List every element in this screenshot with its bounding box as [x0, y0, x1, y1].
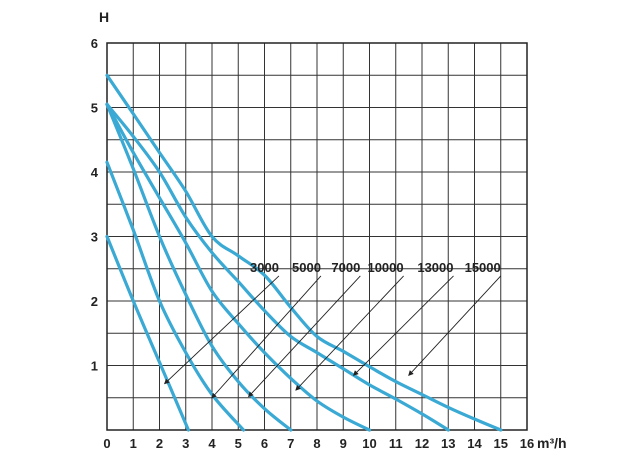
leader-line-5000 — [211, 275, 322, 399]
leader-line-15000 — [408, 275, 502, 376]
series-line-10000 — [105, 102, 372, 432]
x-tick-label: 12 — [415, 436, 429, 451]
y-tick-label: 1 — [91, 359, 98, 374]
y-axis-label: H — [99, 9, 109, 25]
x-tick-label: 8 — [313, 436, 320, 451]
x-tick-label: 3 — [182, 436, 189, 451]
series-line-3000 — [105, 234, 190, 432]
x-tick-label: 10 — [362, 436, 376, 451]
x-tick-label: 9 — [340, 436, 347, 451]
x-axis-label: m³/h — [537, 435, 567, 451]
series-line-15000 — [105, 73, 503, 432]
series-label-10000: 10000 — [367, 260, 403, 275]
x-tick-label: 7 — [287, 436, 294, 451]
x-tick-label: 5 — [235, 436, 242, 451]
series-label-7000: 7000 — [331, 260, 360, 275]
leader-line-13000 — [352, 275, 454, 376]
series-lines — [105, 73, 503, 432]
series-label-13000: 13000 — [417, 260, 453, 275]
x-tick-label: 13 — [441, 436, 455, 451]
x-tick-label: 11 — [389, 436, 403, 451]
leader-line-10000 — [295, 275, 404, 391]
series-label-3000: 3000 — [250, 260, 279, 275]
y-tick-label: 6 — [91, 36, 98, 51]
x-tick-label: 4 — [208, 436, 216, 451]
x-tick-label: 1 — [130, 436, 137, 451]
x-tick-label: 2 — [156, 436, 163, 451]
series-callouts: 3000 5000 7000 10000 13000 15000 — [163, 260, 502, 399]
y-tick-label: 2 — [91, 294, 98, 309]
y-tick-label: 5 — [91, 101, 98, 116]
x-tick-label: 15 — [494, 436, 508, 451]
series-line-7000 — [105, 102, 293, 432]
leader-line-3000 — [163, 275, 280, 385]
x-tick-label: 6 — [261, 436, 268, 451]
x-tick-label: 16 — [520, 436, 534, 451]
series-label-15000: 15000 — [465, 260, 501, 275]
series-label-5000: 5000 — [292, 260, 321, 275]
grid — [106, 42, 528, 431]
x-tick-label: 0 — [103, 436, 110, 451]
leader-line-7000 — [248, 275, 361, 398]
y-tick-label: 4 — [91, 165, 99, 180]
x-tick-label: 14 — [467, 436, 482, 451]
y-tick-label: 3 — [91, 230, 98, 245]
